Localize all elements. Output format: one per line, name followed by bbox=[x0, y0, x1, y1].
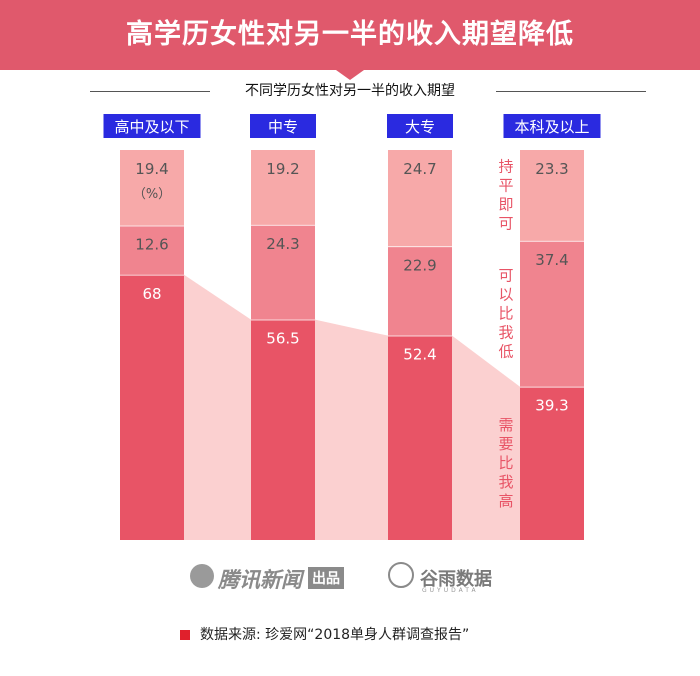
bar-segment bbox=[520, 150, 584, 241]
unit-label: （%） bbox=[133, 187, 171, 202]
value-label: 39.3 bbox=[535, 397, 568, 415]
partner-name: 谷雨数据 bbox=[420, 569, 492, 590]
trend-connector bbox=[452, 335, 520, 540]
banner-pointer bbox=[336, 70, 364, 80]
bar-segment bbox=[120, 274, 184, 540]
chart-title: 不同学历女性对另一半的收入期望 bbox=[245, 83, 455, 99]
series-label-char: 以 bbox=[498, 285, 513, 303]
bar-segment bbox=[520, 386, 584, 540]
category-label: 中专 bbox=[268, 118, 298, 136]
bar-segment bbox=[120, 225, 184, 275]
series-label-char: 即 bbox=[498, 195, 513, 213]
category-label: 大专 bbox=[405, 118, 435, 136]
bar-segment bbox=[120, 150, 184, 226]
series-label-char: 持 bbox=[498, 157, 513, 175]
value-label: 56.5 bbox=[266, 330, 299, 348]
value-label: 52.4 bbox=[403, 346, 436, 364]
bar-segment bbox=[251, 150, 315, 225]
bar-segment bbox=[251, 319, 315, 540]
value-label: 12.6 bbox=[135, 236, 168, 254]
series-label-char: 可 bbox=[498, 214, 513, 232]
bar-segment bbox=[388, 246, 452, 336]
brand-name: 腾讯新闻 bbox=[218, 568, 302, 592]
category-label-bg bbox=[503, 114, 601, 138]
category-label-bg bbox=[387, 114, 453, 138]
subtitle-rule-right bbox=[496, 91, 646, 92]
value-label: 37.4 bbox=[535, 251, 568, 269]
subtitle-rule-left bbox=[90, 91, 210, 92]
guyu-logo-icon bbox=[388, 562, 414, 588]
bar-segment bbox=[520, 240, 584, 387]
title-banner bbox=[0, 0, 700, 70]
series-label-char: 高 bbox=[498, 492, 513, 510]
series-label-char: 需 bbox=[498, 416, 513, 434]
footer-logos: 腾讯新闻 出品 谷雨数据 GUYUDATA bbox=[190, 560, 520, 596]
value-label: 23.3 bbox=[535, 160, 568, 178]
bar-segment bbox=[388, 335, 452, 540]
series-label-char: 要 bbox=[498, 435, 513, 453]
category-label: 高中及以下 bbox=[114, 118, 189, 136]
series-label-char: 平 bbox=[498, 176, 513, 194]
value-label: 68 bbox=[142, 285, 161, 303]
category-label-bg bbox=[103, 114, 201, 138]
series-label-char: 比 bbox=[498, 304, 513, 322]
series-label-char: 可 bbox=[498, 266, 513, 284]
series-label-char: 低 bbox=[498, 342, 513, 360]
source-note: 数据来源: 珍爱网“2018单身人群调查报告” bbox=[180, 624, 469, 644]
category-label: 本科及以上 bbox=[514, 118, 589, 136]
trend-connector bbox=[184, 274, 251, 540]
bar-segment bbox=[388, 150, 452, 247]
value-label: 24.3 bbox=[266, 235, 299, 253]
series-label-char: 我 bbox=[498, 323, 513, 341]
trend-connector bbox=[315, 319, 388, 540]
banner-title: 高学历女性对另一半的收入期望降低 bbox=[126, 19, 574, 50]
series-label-char: 比 bbox=[498, 454, 513, 472]
value-label: 22.9 bbox=[403, 256, 436, 274]
series-label-char: 我 bbox=[498, 473, 513, 491]
partner-latin: GUYUDATA bbox=[422, 587, 479, 594]
value-label: 19.4 bbox=[135, 160, 168, 178]
category-label-bg bbox=[250, 114, 316, 138]
value-label: 24.7 bbox=[403, 160, 436, 178]
legend-square-icon bbox=[180, 630, 190, 640]
value-label: 19.2 bbox=[266, 160, 299, 178]
source-text: 数据来源: 珍爱网“2018单身人群调查报告” bbox=[200, 627, 470, 643]
bar-segment bbox=[251, 224, 315, 320]
tencent-news-icon bbox=[190, 564, 214, 588]
brand-badge: 出品 bbox=[308, 567, 344, 589]
